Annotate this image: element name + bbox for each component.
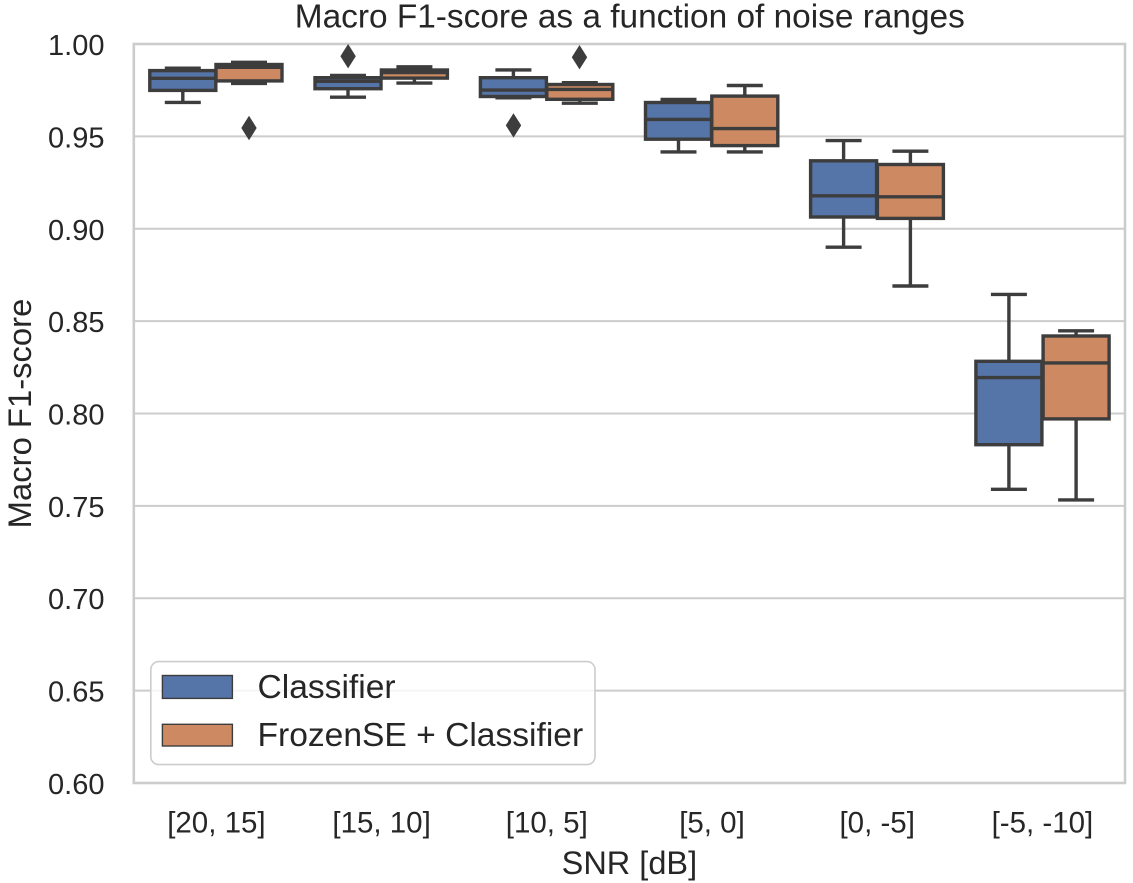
svg-text:[0, -5]: [0, -5] <box>839 807 914 840</box>
svg-text:0.85: 0.85 <box>48 307 104 339</box>
svg-text:0.60: 0.60 <box>48 769 104 801</box>
svg-text:0.65: 0.65 <box>48 677 104 709</box>
svg-text:[10, 5]: [10, 5] <box>506 807 588 840</box>
svg-text:Classifier: Classifier <box>258 669 396 706</box>
svg-text:0.70: 0.70 <box>48 584 104 616</box>
svg-text:0.95: 0.95 <box>48 122 104 154</box>
svg-text:0.90: 0.90 <box>48 215 104 247</box>
svg-text:0.75: 0.75 <box>48 492 104 524</box>
svg-text:SNR [dB]: SNR [dB] <box>562 845 697 881</box>
svg-text:[5, 0]: [5, 0] <box>679 807 745 840</box>
svg-text:[20, 15]: [20, 15] <box>167 807 265 840</box>
svg-text:0.80: 0.80 <box>48 400 104 432</box>
svg-text:Macro F1-score as a function o: Macro F1-score as a function of noise ra… <box>295 0 965 35</box>
svg-text:Macro F1-score: Macro F1-score <box>1 299 38 529</box>
svg-text:[15, 10]: [15, 10] <box>332 807 430 840</box>
svg-text:1.00: 1.00 <box>48 30 104 62</box>
svg-text:FrozenSE + Classifier: FrozenSE + Classifier <box>258 717 584 754</box>
svg-text:[-5, -10]: [-5, -10] <box>992 807 1094 840</box>
